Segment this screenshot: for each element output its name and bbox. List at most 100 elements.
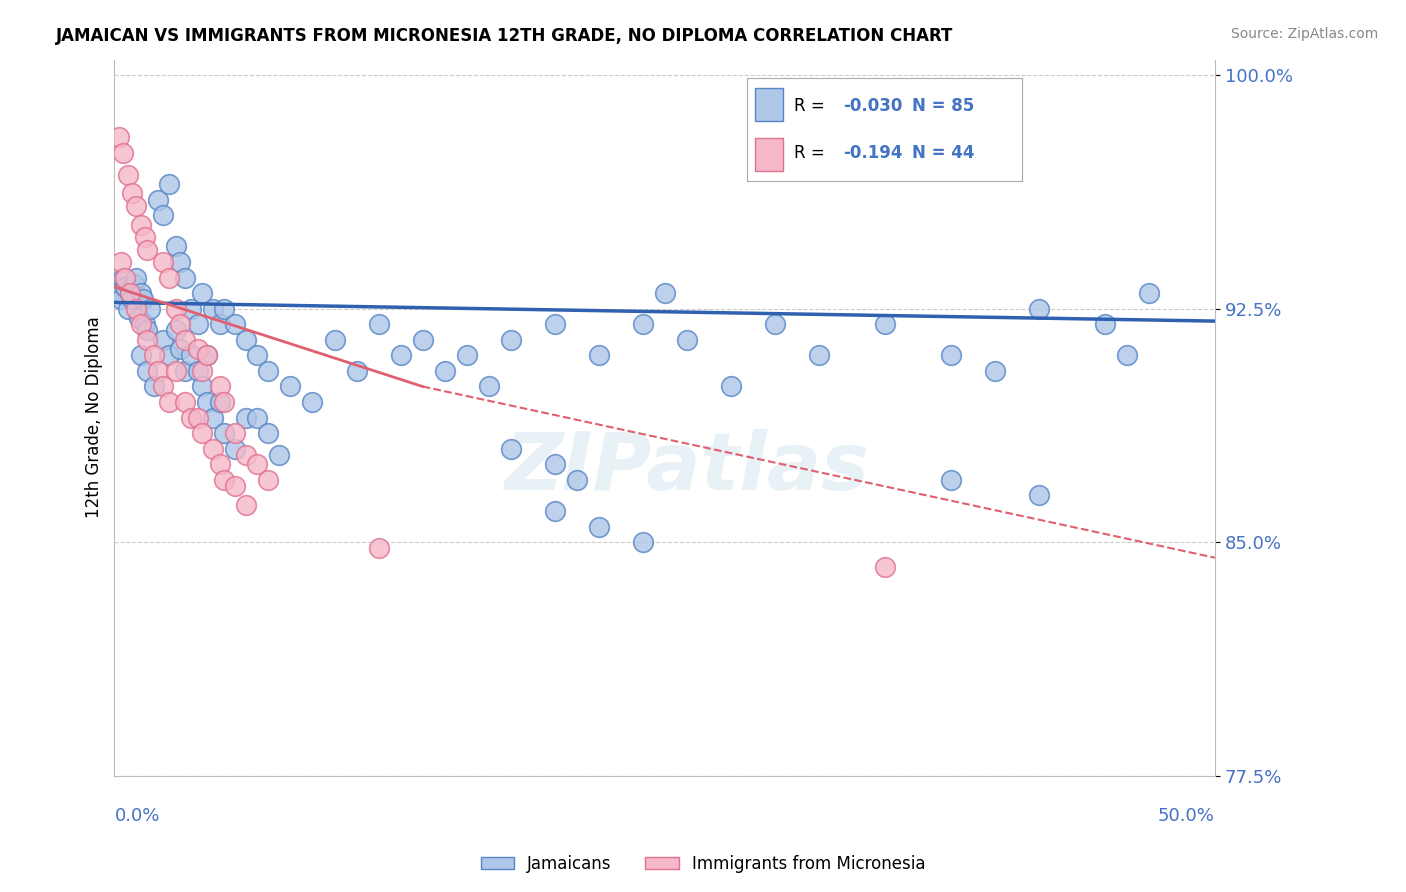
- Point: [159, 395, 181, 409]
- Point: [1028, 488, 1050, 502]
- Point: [499, 442, 522, 456]
- Point: [152, 379, 174, 393]
- Point: [720, 379, 742, 393]
- Point: [173, 364, 195, 378]
- Point: [367, 317, 389, 331]
- Point: [939, 473, 962, 487]
- Point: [165, 239, 187, 253]
- Point: [214, 395, 236, 409]
- Point: [138, 301, 160, 316]
- Point: [588, 519, 610, 533]
- Point: [108, 130, 131, 145]
- Point: [112, 270, 135, 285]
- Point: [173, 270, 195, 285]
- Point: [114, 270, 136, 285]
- Point: [202, 301, 225, 316]
- Point: [654, 286, 676, 301]
- Point: [110, 255, 132, 269]
- Point: [257, 473, 280, 487]
- Point: [543, 317, 565, 331]
- Point: [136, 364, 159, 378]
- Point: [235, 410, 257, 425]
- Text: 50.0%: 50.0%: [1159, 806, 1215, 825]
- Point: [129, 348, 152, 362]
- Point: [214, 301, 236, 316]
- Point: [134, 230, 156, 244]
- Point: [125, 199, 148, 213]
- Point: [209, 458, 232, 472]
- Point: [143, 348, 166, 362]
- Point: [159, 348, 181, 362]
- Point: [412, 333, 434, 347]
- Point: [121, 293, 143, 307]
- Point: [129, 286, 152, 301]
- Y-axis label: 12th Grade, No Diploma: 12th Grade, No Diploma: [86, 317, 103, 518]
- Point: [180, 348, 202, 362]
- Point: [214, 426, 236, 441]
- Point: [159, 270, 181, 285]
- Text: Source: ZipAtlas.com: Source: ZipAtlas.com: [1230, 27, 1378, 41]
- Point: [112, 146, 135, 161]
- Point: [152, 208, 174, 222]
- Point: [1028, 301, 1050, 316]
- Point: [202, 442, 225, 456]
- Point: [543, 504, 565, 518]
- Point: [763, 317, 786, 331]
- Point: [148, 364, 170, 378]
- Point: [588, 348, 610, 362]
- Point: [224, 317, 246, 331]
- Point: [214, 473, 236, 487]
- Point: [280, 379, 302, 393]
- Point: [323, 333, 346, 347]
- Point: [873, 560, 896, 574]
- Point: [257, 364, 280, 378]
- Point: [209, 317, 232, 331]
- Point: [543, 458, 565, 472]
- Point: [1137, 286, 1160, 301]
- Point: [1115, 348, 1137, 362]
- Point: [180, 410, 202, 425]
- Point: [118, 286, 141, 301]
- Point: [631, 317, 654, 331]
- Point: [499, 333, 522, 347]
- Point: [246, 458, 269, 472]
- Point: [456, 348, 478, 362]
- Point: [125, 270, 148, 285]
- Point: [873, 317, 896, 331]
- Point: [209, 395, 232, 409]
- Point: [117, 301, 139, 316]
- Point: [143, 379, 166, 393]
- Point: [191, 379, 214, 393]
- Point: [191, 426, 214, 441]
- Point: [195, 348, 218, 362]
- Point: [187, 342, 209, 356]
- Point: [433, 364, 456, 378]
- Point: [224, 442, 246, 456]
- Point: [565, 473, 588, 487]
- Point: [939, 348, 962, 362]
- Point: [224, 479, 246, 493]
- Point: [984, 364, 1007, 378]
- Point: [224, 426, 246, 441]
- Point: [235, 333, 257, 347]
- Point: [148, 193, 170, 207]
- Point: [235, 498, 257, 512]
- Point: [114, 280, 136, 294]
- Point: [122, 277, 145, 291]
- Point: [180, 301, 202, 316]
- Point: [191, 286, 214, 301]
- Point: [117, 168, 139, 182]
- Point: [136, 323, 159, 337]
- Point: [121, 186, 143, 201]
- Point: [110, 293, 132, 307]
- Point: [128, 310, 150, 325]
- Point: [173, 333, 195, 347]
- Point: [187, 410, 209, 425]
- Point: [235, 448, 257, 462]
- Point: [246, 410, 269, 425]
- Legend: Jamaicans, Immigrants from Micronesia: Jamaicans, Immigrants from Micronesia: [474, 848, 932, 880]
- Point: [191, 364, 214, 378]
- Point: [195, 395, 218, 409]
- Point: [169, 342, 191, 356]
- Point: [346, 364, 368, 378]
